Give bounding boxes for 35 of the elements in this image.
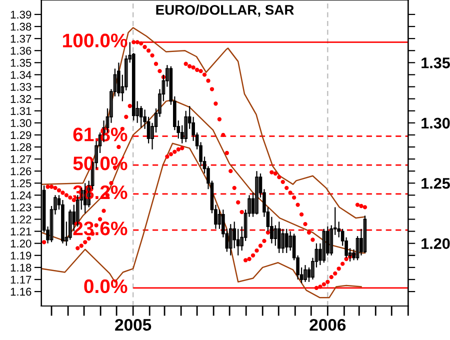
y-tick-label: 1.22 bbox=[10, 216, 32, 224]
y-tick-label: 1.35 bbox=[10, 58, 32, 67]
y-tick-label: 1.24 bbox=[10, 191, 32, 200]
y-tick-label: 1.32 bbox=[10, 95, 32, 103]
y-tick-label: 1.21 bbox=[10, 228, 32, 236]
y-tick-label: 1.18 bbox=[10, 264, 32, 272]
y-tick-label: 1.16 bbox=[10, 288, 32, 296]
y-tick-label: 1.28 bbox=[10, 143, 32, 152]
y2-tick-label: 1.30 bbox=[422, 118, 450, 129]
y-tick-label: 1.25 bbox=[10, 179, 32, 188]
line-series bbox=[41, 99, 366, 254]
y-tick-label: 1.36 bbox=[10, 46, 32, 55]
y-tick-label: 1.37 bbox=[10, 34, 32, 43]
y-tick-label: 1.39 bbox=[10, 10, 32, 19]
y2-tick-label: 1.20 bbox=[422, 238, 450, 250]
y-tick-label: 1.38 bbox=[10, 22, 32, 31]
chart-title: EURO/DOLLAR, SAR bbox=[156, 4, 294, 17]
x-tick-label: 2005 bbox=[115, 318, 152, 331]
y-tick-label: 1.17 bbox=[10, 276, 32, 284]
y-tick-label: 1.30 bbox=[10, 119, 32, 128]
line-series bbox=[41, 142, 362, 298]
y-tick-label: 1.29 bbox=[10, 131, 32, 140]
y-tick-label: 1.33 bbox=[10, 83, 32, 91]
y-tick-label: 1.26 bbox=[10, 167, 32, 176]
y-tick-label: 1.31 bbox=[10, 107, 32, 115]
annotation: 0.0% bbox=[84, 279, 128, 294]
y-tick-label: 1.23 bbox=[10, 203, 32, 212]
y-tick-label: 1.34 bbox=[10, 70, 32, 79]
line-series bbox=[41, 27, 366, 219]
y2-tick-label: 1.35 bbox=[422, 58, 450, 68]
y-tick-label: 1.19 bbox=[10, 252, 32, 260]
y-tick-label: 1.20 bbox=[10, 240, 32, 248]
y2-tick-label: 1.25 bbox=[422, 178, 450, 189]
y-tick-label: 1.27 bbox=[10, 155, 32, 164]
x-tick-label: 2006 bbox=[310, 318, 346, 331]
